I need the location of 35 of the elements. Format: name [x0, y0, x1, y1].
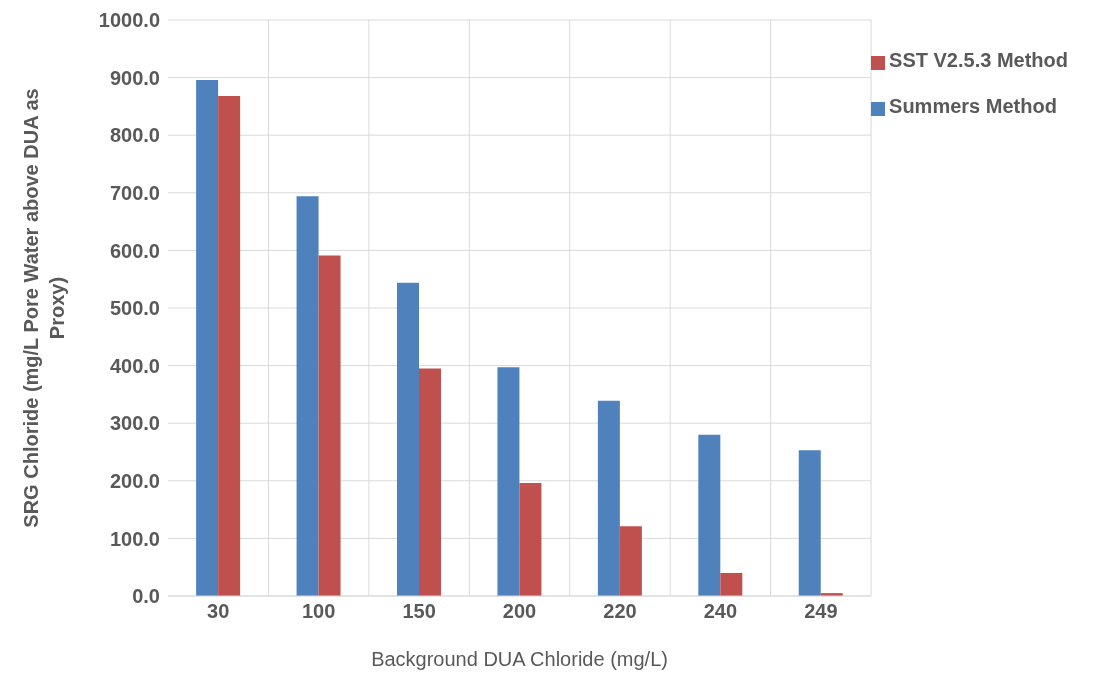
bar [318, 255, 341, 596]
y-tick-label: 900.0 [109, 66, 160, 89]
bar [798, 450, 821, 596]
y-tick-label: 0.0 [132, 585, 160, 608]
bar [519, 483, 542, 596]
bar [720, 572, 743, 596]
y-tick-label: 500.0 [109, 297, 160, 320]
y-tick-label: 800.0 [109, 124, 160, 147]
bar [419, 368, 441, 596]
bar [698, 434, 721, 596]
x-tick-label: 240 [703, 600, 738, 623]
y-tick-label: 300.0 [109, 412, 160, 435]
bar [296, 196, 319, 596]
x-tick-label: 30 [207, 600, 230, 623]
x-tick-label: 200 [502, 600, 537, 623]
y-axis-title: SRG Chloride (mg/L Pore Water above DUA as Proxy) [20, 88, 68, 528]
x-tick-label: 100 [301, 600, 336, 623]
y-tick-label: 600.0 [109, 239, 160, 262]
bar [196, 79, 219, 596]
x-tick-label: 220 [603, 600, 637, 623]
bar [619, 526, 642, 596]
bar [397, 282, 419, 596]
y-tick-label: 1000.0 [98, 9, 160, 32]
y-tick-label: 400.0 [109, 354, 160, 377]
bar [497, 367, 520, 596]
y-tick-label: 200.0 [109, 469, 160, 492]
x-axis-title: Background DUA Chloride (mg/L) [371, 648, 668, 670]
legend-label: SST V2.5.3 Method [889, 49, 1068, 71]
legend-label: Summers Method [889, 95, 1057, 117]
bar [597, 400, 620, 596]
bar [218, 96, 241, 596]
x-tick-label: 150 [402, 600, 436, 623]
x-tick-label: 249 [804, 600, 838, 623]
y-tick-label: 100.0 [109, 527, 160, 550]
y-tick-label: 700.0 [109, 181, 160, 204]
